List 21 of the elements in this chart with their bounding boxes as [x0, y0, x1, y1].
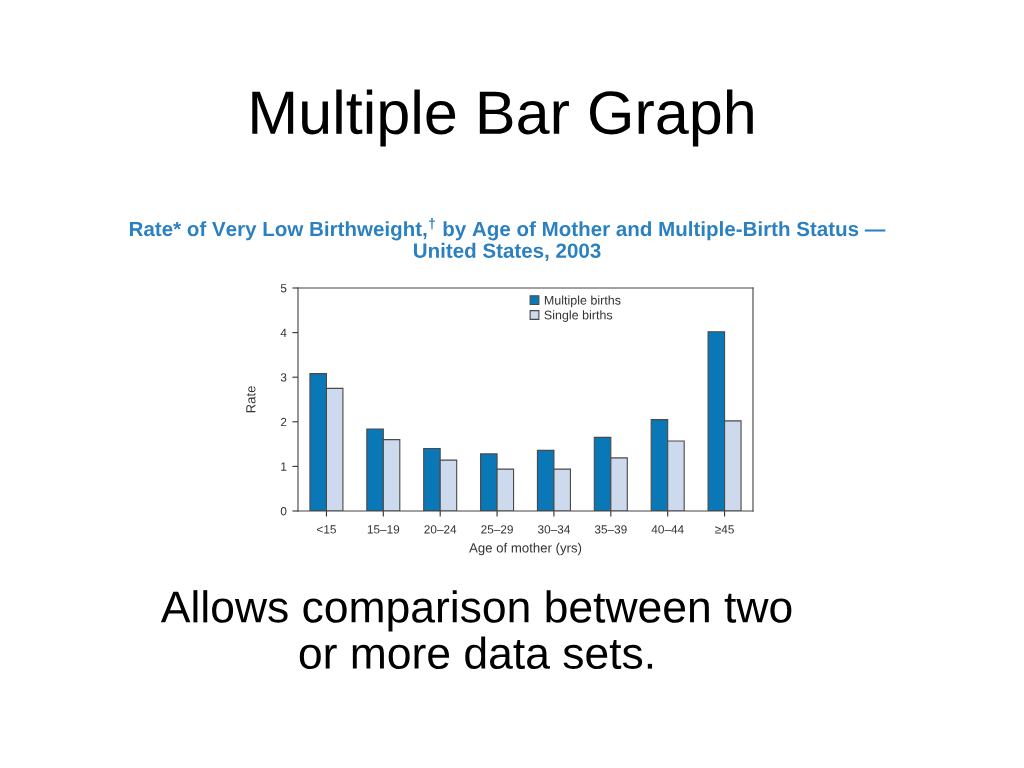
x-tick-label: 15–19	[367, 525, 400, 534]
x-tick-label: ≥45	[715, 525, 734, 534]
x-axis-title: Age of mother (yrs)	[469, 542, 582, 556]
legend-label: Single births	[544, 310, 613, 322]
x-tick-label: 40–44	[651, 525, 684, 534]
y-tick-label: 2	[280, 417, 287, 427]
chart-title: Multiple Bar Graph	[252, 89, 753, 147]
y-tick-label: 0	[280, 507, 287, 516]
chart-subtitle: Rate* of Very Low Birthweight,$^{†}$ by Age of Mother and Multiple-Birth Status — United States, 2003	[129, 218, 886, 261]
x-tick-label: 20–24	[424, 525, 457, 534]
x-tick-label: <15	[317, 525, 336, 534]
y-axis-title: Rate	[246, 386, 256, 413]
y-tick-label: 1	[281, 462, 287, 471]
text: Allows comparison between two or more data sets.	[160, 590, 792, 670]
x-tick-label: 25–29	[481, 525, 513, 534]
legend-label: Multiple births	[544, 295, 621, 308]
x-tick-label: 35–39	[594, 525, 627, 534]
y-tick-label: 5	[280, 284, 287, 293]
x-tick-label: 30–34	[537, 525, 571, 534]
y-tick-label: 4	[280, 328, 287, 337]
y-tick-label: 3	[280, 373, 287, 382]
